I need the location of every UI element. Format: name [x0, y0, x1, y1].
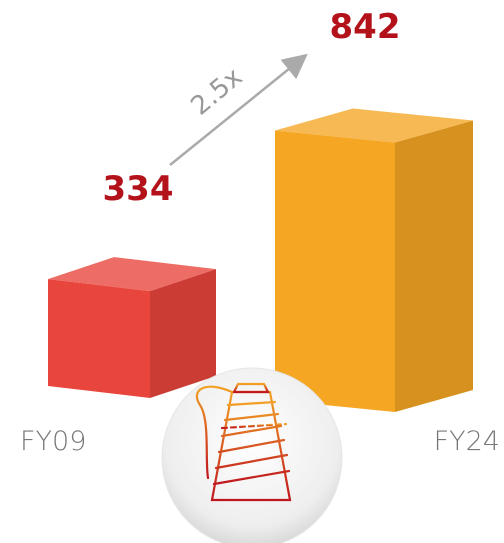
bar-top [48, 257, 216, 292]
icon-disc [161, 367, 343, 543]
growth-arrow [169, 53, 308, 166]
value-label: 334 [103, 169, 174, 209]
bars [48, 108, 473, 412]
bar-front [275, 130, 395, 412]
bar-top-light [48, 257, 216, 292]
bar [48, 257, 216, 398]
bar-side-shade [395, 120, 473, 412]
bar-side [150, 269, 216, 398]
value-label: 842 [330, 7, 401, 47]
category-label: FY24 [434, 426, 500, 457]
bar [275, 108, 473, 412]
bar-side-shade [150, 269, 216, 398]
bar-front [48, 279, 150, 398]
bar-top [275, 108, 473, 143]
growth-annotation: 2.5x [185, 62, 248, 121]
bar-side [395, 120, 473, 412]
bar-top-light [275, 108, 473, 143]
category-label: FY09 [20, 426, 86, 457]
